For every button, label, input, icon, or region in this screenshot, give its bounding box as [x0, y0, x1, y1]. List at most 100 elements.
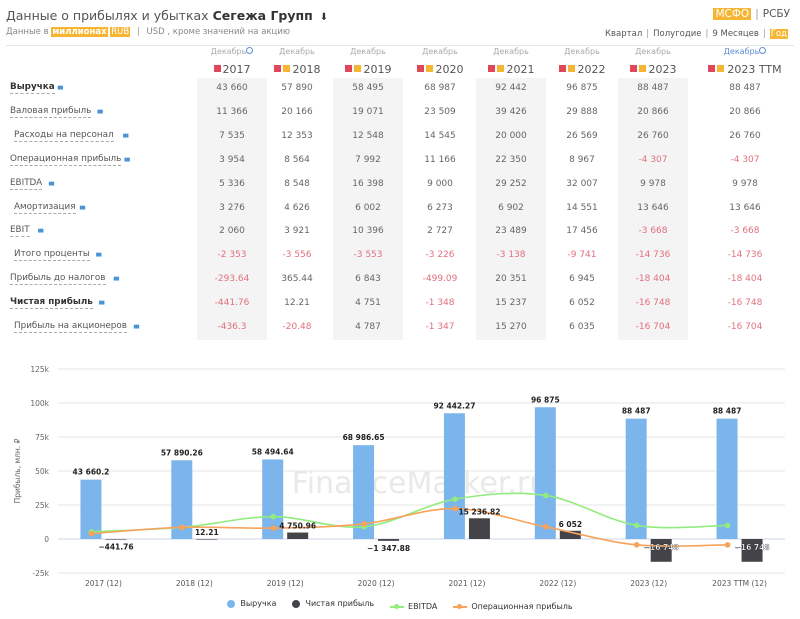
table-cell: 20 351: [495, 274, 527, 285]
row-label[interactable]: EBITDA: [10, 177, 43, 190]
line-operating-profit-point: [88, 530, 95, 537]
bar-chart-icon[interactable]: ▮▮▮: [113, 276, 119, 283]
column-highlight: [476, 78, 546, 340]
info-icon[interactable]: [246, 47, 254, 54]
table-cell: 26 569: [566, 130, 598, 141]
bar-net-profit: [378, 539, 400, 541]
standard-rsbu-button[interactable]: РСБУ: [762, 8, 790, 20]
row-label[interactable]: Выручка: [10, 82, 55, 94]
table-cell: 22 350: [495, 154, 527, 165]
table-cell: 3 276: [219, 202, 245, 213]
table-cell: 13 646: [637, 202, 669, 213]
bar-revenue: [716, 418, 738, 539]
report-icon[interactable]: [567, 65, 575, 72]
row-label[interactable]: Прибыль до налогов: [10, 273, 106, 286]
report-icon[interactable]: [353, 65, 361, 72]
bar-chart-icon[interactable]: ▮▮▮: [124, 156, 130, 163]
pdf-icon[interactable]: [629, 65, 637, 72]
table-cell: 3 921: [284, 226, 310, 237]
column-year: 2019: [344, 63, 392, 76]
legend-item[interactable]: Операционная прибыль: [453, 602, 573, 611]
bar-chart-icon[interactable]: ▮▮▮: [79, 204, 85, 211]
pdf-icon[interactable]: [708, 65, 716, 72]
download-icon[interactable]: ⬇: [319, 12, 329, 23]
page-title: Данные о прибылях и убытках Сегежа Групп…: [6, 8, 328, 23]
table-cell: 6 843: [355, 274, 381, 285]
pdf-icon[interactable]: [416, 65, 424, 72]
bar-chart-icon[interactable]: ▮▮▮: [97, 108, 103, 115]
report-icon[interactable]: [638, 65, 646, 72]
bar-chart-icon[interactable]: ▮▮▮: [98, 300, 105, 307]
table-cell: -1 348: [425, 298, 455, 309]
table-cell: -436.3: [217, 322, 247, 332]
column-month: Декабрь: [197, 47, 267, 58]
bar-chart-icon[interactable]: ▮▮▮: [57, 85, 63, 91]
legend-line-icon: [390, 603, 405, 609]
row-label[interactable]: Амортизация: [14, 201, 76, 214]
period-option[interactable]: Квартал: [605, 29, 643, 39]
pdf-icon[interactable]: [213, 65, 221, 72]
table-cell: 11 166: [424, 154, 456, 165]
chart-legend: Выручка Чистая прибыль EBITDA Операционная …: [0, 599, 800, 611]
company-name: Сегежа Групп: [212, 8, 313, 23]
table-cell: 32 007: [566, 178, 598, 189]
title-text: Данные о прибылях и убытках: [6, 8, 209, 23]
table-cell: 3 954: [219, 154, 245, 165]
pdf-icon[interactable]: [273, 65, 281, 72]
table-cell: -20.48: [282, 322, 312, 332]
table-cell: -3 668: [730, 226, 760, 237]
bar-chart-icon[interactable]: ▮▮▮: [48, 180, 54, 187]
column-month: Декабрь: [564, 47, 600, 56]
table-cell: 20 866: [637, 106, 669, 117]
row-label[interactable]: EBIT: [10, 225, 30, 238]
bar-revenue: [80, 479, 102, 539]
bar-chart-icon[interactable]: ▮▮▮: [133, 324, 139, 330]
table-cell: 4 626: [284, 202, 310, 213]
x-tick-label: 2022 (12): [539, 579, 576, 588]
bar-chart-icon[interactable]: ▮▮▮: [37, 228, 44, 235]
bar-chart-icon[interactable]: ▮▮▮: [95, 252, 102, 259]
pdf-icon[interactable]: [558, 65, 566, 72]
column-month: Декабрь: [422, 47, 458, 56]
report-icon[interactable]: [496, 65, 504, 72]
report-icon[interactable]: [717, 65, 725, 72]
table-cell: -14 736: [635, 250, 671, 261]
standard-msfo-button[interactable]: МСФО: [713, 8, 752, 20]
period-option[interactable]: Полугодие: [653, 29, 702, 39]
row-label[interactable]: Чистая прибыль: [10, 297, 93, 310]
pdf-icon[interactable]: [487, 65, 495, 72]
legend-item[interactable]: EBITDA: [390, 602, 437, 611]
table-cell: -3 553: [353, 250, 383, 261]
legend-item[interactable]: Выручка: [227, 599, 276, 608]
period-option[interactable]: 9 Месяцев: [712, 29, 759, 39]
table-cell: 8 564: [284, 154, 310, 165]
table-row: Прибыль на акционеров ▮▮▮ -436.3 -20.48 4 78…: [0, 321, 800, 345]
info-icon[interactable]: [759, 47, 767, 54]
report-icon[interactable]: [425, 65, 433, 72]
table-cell: 7 992: [355, 154, 381, 165]
table-cell: 9 978: [732, 178, 758, 189]
y-tick-label: 100k: [30, 399, 49, 408]
data-label-net-profit: 15 236.82: [458, 507, 500, 516]
period-option[interactable]: Год: [769, 29, 788, 39]
table-cell: 2 060: [219, 226, 245, 237]
row-label[interactable]: Прибыль на акционеров: [14, 321, 127, 333]
data-label-net-profit: −1 347.88: [367, 544, 410, 553]
row-label[interactable]: Расходы на персонал: [14, 129, 114, 142]
table-row: Чистая прибыль ▮▮▮ -441.76 12.21 4 751 -1 348…: [0, 297, 800, 321]
table-cell: 4 787: [355, 322, 381, 332]
watermark: FinanceMarker.ru: [292, 466, 549, 501]
row-label[interactable]: Валовая прибыль: [10, 105, 92, 118]
currency-usd-button[interactable]: USD: [146, 27, 165, 37]
line-operating-profit-point: [361, 521, 367, 527]
row-label[interactable]: Операционная прибыль: [10, 153, 122, 166]
period-switch: Квартал | Полугодие | 9 Месяцев | Год: [605, 29, 788, 39]
row-label[interactable]: Итого проценты: [14, 249, 90, 262]
pdf-icon[interactable]: [344, 65, 352, 72]
year-label: 2021: [506, 63, 535, 76]
table-cell: 57 890: [281, 83, 313, 93]
report-icon[interactable]: [282, 65, 290, 72]
currency-rub-button[interactable]: RUB: [110, 27, 131, 37]
bar-chart-icon[interactable]: ▮▮▮: [122, 132, 129, 139]
legend-item[interactable]: Чистая прибыль: [292, 599, 374, 608]
